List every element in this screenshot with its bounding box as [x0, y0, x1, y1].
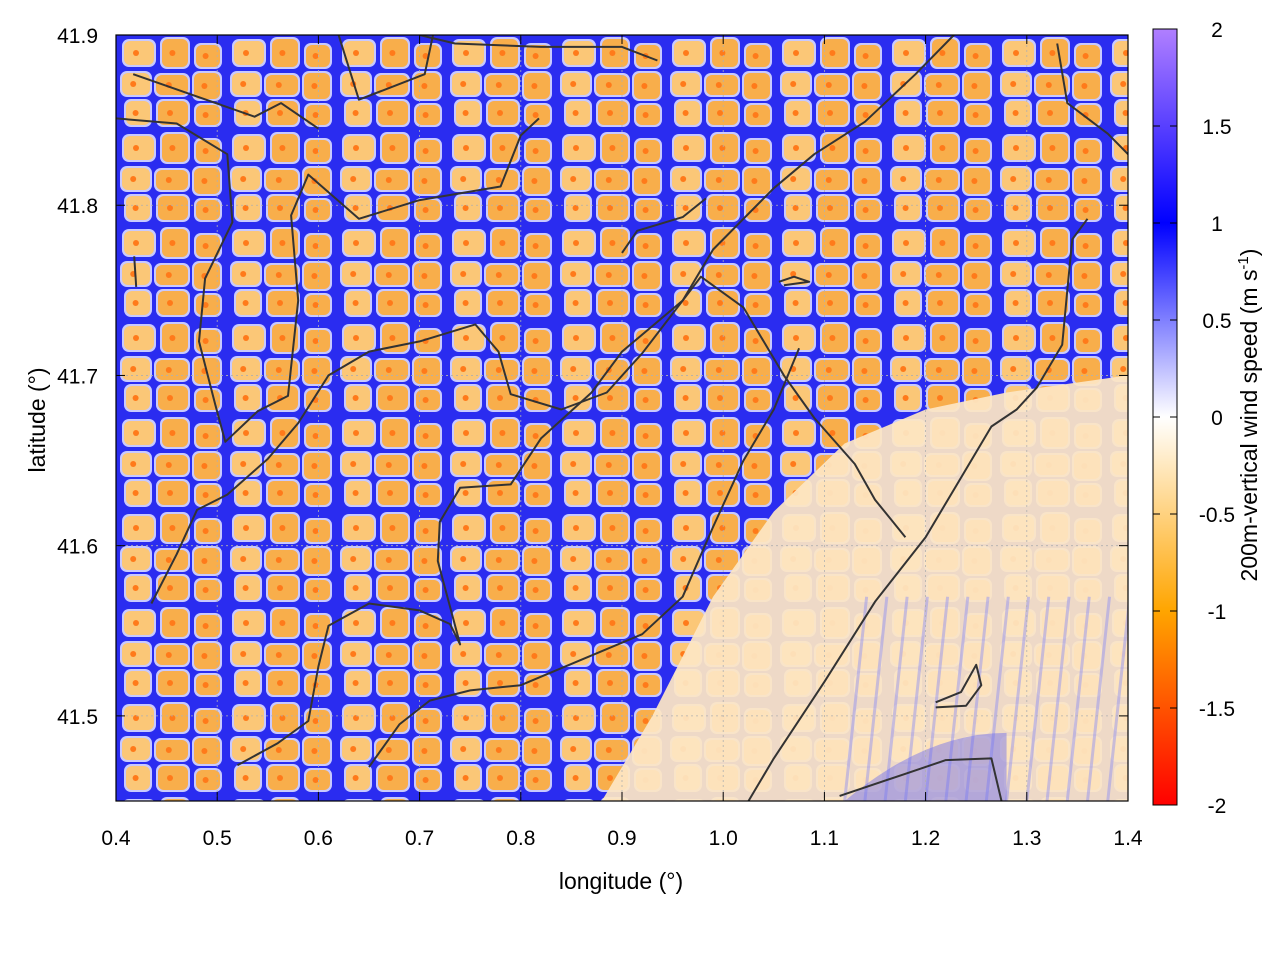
coastline-10 — [1056, 43, 1128, 155]
colorbar-tick-label: 2 — [1211, 19, 1223, 42]
colorbar-tick-label: -1 — [1208, 601, 1227, 624]
coastline-13 — [133, 256, 138, 287]
colorbar-tick-label: -2 — [1208, 795, 1227, 818]
y-tick-label: 41.5 — [57, 706, 98, 729]
x-axis-title: longitude (°) — [559, 868, 683, 894]
colorbar-tick-label: 0 — [1211, 407, 1223, 430]
colorbar-tick-label: -1.5 — [1199, 698, 1235, 721]
x-tick-label: 0.4 — [101, 827, 131, 850]
colorbar-ticks: 2 1.5 1 0.5 0 -0.5 -1 -1.5 -2 — [1153, 19, 1235, 818]
coastline-4 — [621, 197, 707, 254]
coastline-3 — [150, 275, 907, 604]
x-tick-label: 1.2 — [911, 827, 940, 850]
coastline-2 — [337, 35, 435, 101]
x-tick-label: 0.8 — [506, 827, 535, 850]
x-tick-label: 1.4 — [1113, 827, 1143, 850]
y-axis-ticks: 41.5 41.6 41.7 41.8 41.9 — [57, 25, 1128, 729]
coastline-7 — [747, 218, 1089, 801]
colorbar-tick-label: 1 — [1211, 213, 1223, 236]
coastline-11 — [778, 275, 811, 287]
x-tick-label: 0.5 — [203, 827, 232, 850]
y-tick-label: 41.9 — [57, 25, 98, 48]
x-tick-label: 0.6 — [304, 827, 333, 850]
colorbar-tick-label: 0.5 — [1202, 310, 1231, 333]
x-tick-label: 0.9 — [607, 827, 636, 850]
x-tick-label: 1.3 — [1012, 827, 1041, 850]
coastline-6 — [368, 347, 801, 768]
y-tick-label: 41.6 — [57, 536, 98, 559]
x-tick-label: 1.1 — [810, 827, 839, 850]
colorbar-tick-label: 1.5 — [1202, 116, 1231, 139]
coastline-5 — [236, 35, 955, 767]
colorbar-tick-label: -0.5 — [1199, 504, 1235, 527]
y-axis-title: latitude (°) — [24, 367, 50, 472]
coastline-12 — [419, 35, 658, 62]
coastlines — [116, 35, 1128, 801]
y-tick-label: 41.8 — [57, 195, 98, 218]
coastline-1 — [116, 117, 540, 443]
coastline-0 — [132, 73, 319, 130]
x-tick-label: 1.0 — [709, 827, 738, 850]
x-tick-label: 0.7 — [405, 827, 434, 850]
heatmap-field — [116, 35, 1128, 801]
colorbar-title: 200m-vertical wind speed (m s-1) — [1235, 249, 1262, 582]
coastline-9 — [839, 757, 1003, 801]
coastline-8 — [935, 663, 983, 709]
x-axis-ticks: 0.4 0.5 0.6 0.7 0.8 0.9 1.0 1.1 1.2 1.3 1.4 — [101, 35, 1143, 850]
y-tick-label: 41.7 — [57, 365, 98, 388]
